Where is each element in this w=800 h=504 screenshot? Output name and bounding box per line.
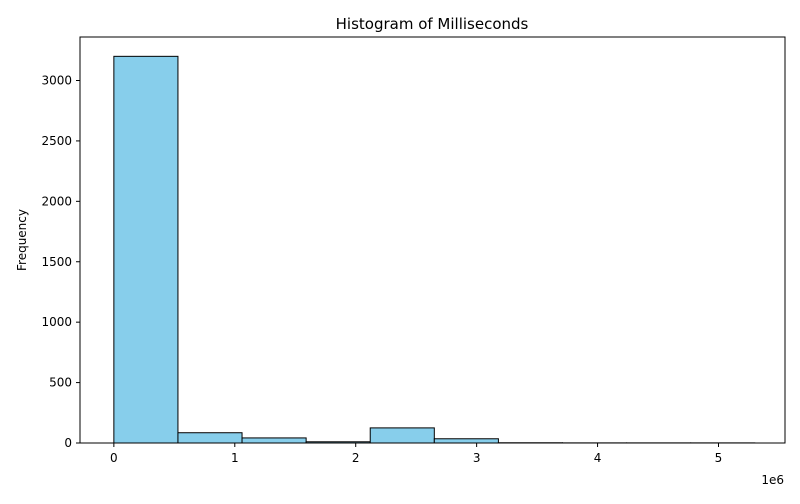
histogram-bar xyxy=(242,438,306,443)
y-tick-label: 1000 xyxy=(41,315,72,329)
chart-title: Histogram of Milliseconds xyxy=(336,15,529,33)
x-tick-label: 4 xyxy=(594,451,602,465)
y-tick-label: 0 xyxy=(64,436,72,450)
plot-frame xyxy=(80,37,785,443)
y-tick-label: 3000 xyxy=(41,74,72,88)
histogram-bar xyxy=(370,428,434,443)
histogram-bar xyxy=(434,439,498,443)
x-axis-ticks: 0 1 2 3 4 5 xyxy=(110,443,722,465)
x-tick-label: 0 xyxy=(110,451,118,465)
x-tick-label: 5 xyxy=(715,451,723,465)
histogram-bar xyxy=(114,56,178,443)
bars-group xyxy=(114,56,755,443)
x-tick-label: 3 xyxy=(473,451,481,465)
x-offset-label: 1e6 xyxy=(761,473,784,487)
y-tick-label: 1500 xyxy=(41,255,72,269)
x-tick-label: 1 xyxy=(231,451,239,465)
y-tick-label: 2500 xyxy=(41,134,72,148)
y-tick-label: 2000 xyxy=(41,194,72,208)
y-tick-label: 500 xyxy=(49,376,72,390)
x-tick-label: 2 xyxy=(352,451,360,465)
y-axis-label: Frequency xyxy=(15,209,29,271)
y-axis-ticks: 0 500 1000 1500 2000 2500 3000 xyxy=(41,74,80,451)
histogram-bar xyxy=(178,433,242,443)
